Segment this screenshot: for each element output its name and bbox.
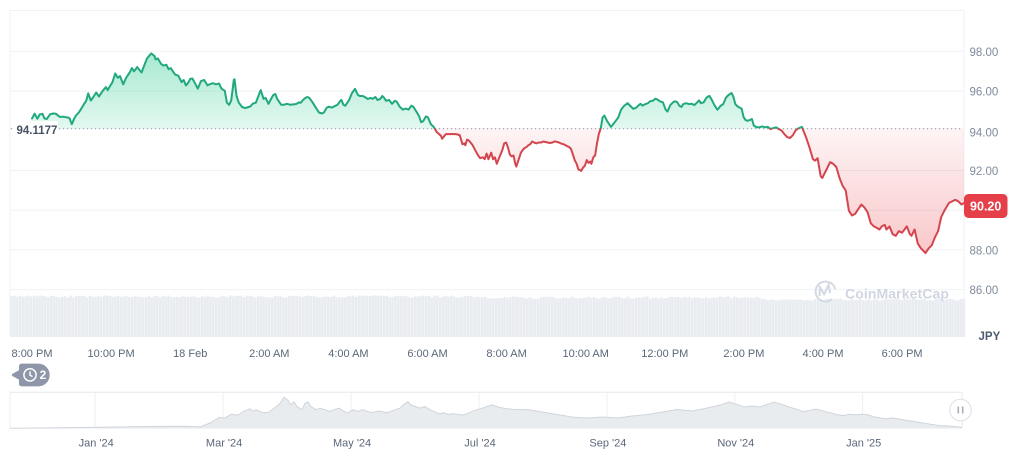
- svg-text:May '24: May '24: [333, 437, 371, 449]
- svg-text:4:00 PM: 4:00 PM: [803, 348, 844, 360]
- svg-text:Jul '24: Jul '24: [464, 437, 495, 449]
- svg-text:94.00: 94.00: [970, 128, 999, 140]
- svg-text:98.00: 98.00: [970, 47, 999, 59]
- svg-text:8:00 AM: 8:00 AM: [486, 348, 526, 360]
- svg-text:10:00 PM: 10:00 PM: [88, 348, 135, 360]
- svg-text:2:00 AM: 2:00 AM: [249, 348, 289, 360]
- svg-text:Sep '24: Sep '24: [589, 437, 626, 449]
- svg-text:12:00 PM: 12:00 PM: [641, 348, 688, 360]
- svg-text:Jan '24: Jan '24: [79, 437, 114, 449]
- svg-text:CoinMarketCap: CoinMarketCap: [845, 285, 949, 301]
- svg-text:86.00: 86.00: [970, 285, 999, 297]
- svg-text:Mar '24: Mar '24: [206, 437, 242, 449]
- svg-text:2:00 PM: 2:00 PM: [723, 348, 764, 360]
- svg-text:90.20: 90.20: [970, 200, 1001, 214]
- svg-text:10:00 AM: 10:00 AM: [562, 348, 608, 360]
- svg-text:18 Feb: 18 Feb: [173, 348, 207, 360]
- svg-text:4:00 AM: 4:00 AM: [328, 348, 368, 360]
- svg-text:92.00: 92.00: [970, 166, 999, 178]
- svg-text:96.00: 96.00: [970, 87, 999, 99]
- svg-text:6:00 AM: 6:00 AM: [407, 348, 447, 360]
- svg-text:6:00 PM: 6:00 PM: [882, 348, 923, 360]
- svg-text:88.00: 88.00: [970, 246, 999, 258]
- svg-text:8:00 PM: 8:00 PM: [12, 348, 53, 360]
- svg-text:Jan '25: Jan '25: [846, 437, 881, 449]
- svg-text:Nov '24: Nov '24: [717, 437, 754, 449]
- svg-text:2: 2: [40, 368, 47, 382]
- svg-text:94.1177: 94.1177: [17, 125, 58, 137]
- svg-text:JPY: JPY: [979, 331, 1001, 343]
